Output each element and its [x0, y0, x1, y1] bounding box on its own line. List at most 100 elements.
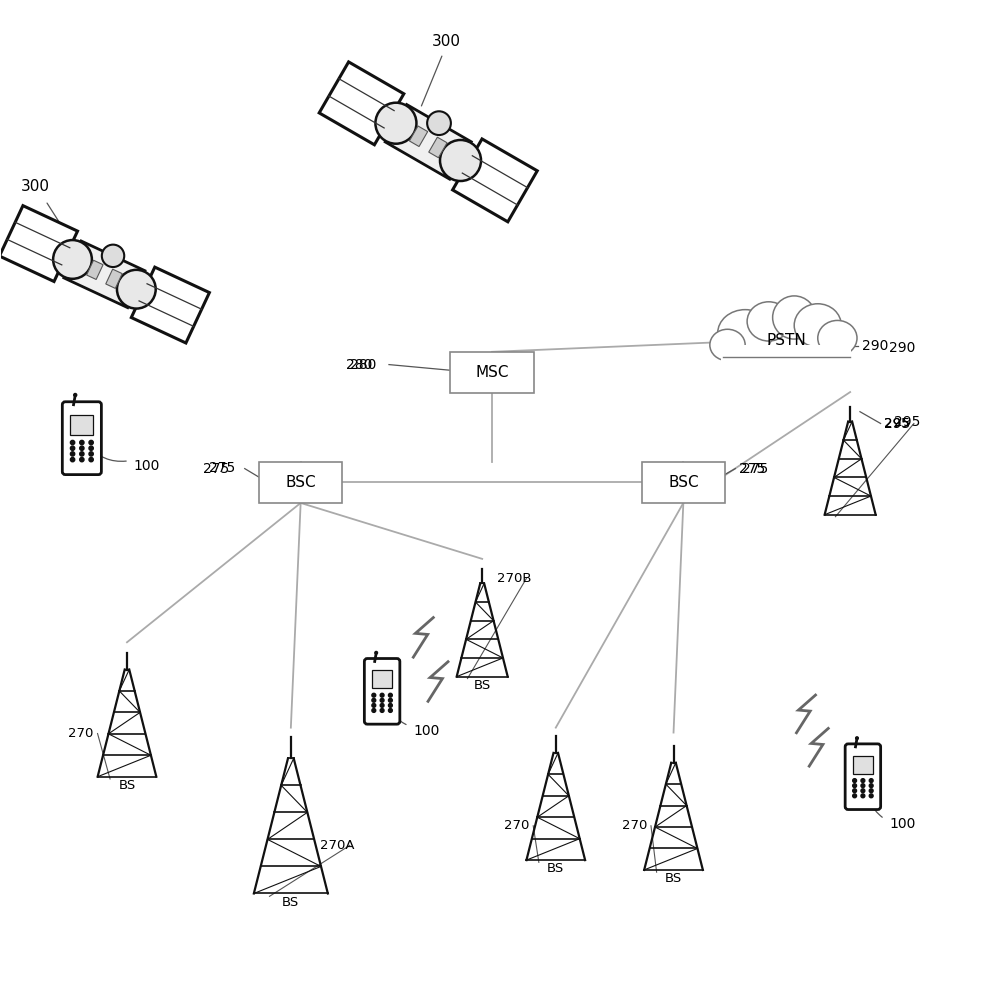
Polygon shape [409, 126, 428, 147]
Circle shape [869, 789, 873, 793]
FancyBboxPatch shape [62, 402, 101, 475]
Circle shape [389, 693, 393, 697]
Text: BSC: BSC [668, 475, 699, 490]
Text: 270: 270 [622, 819, 646, 832]
Text: BS: BS [118, 779, 136, 792]
Text: 280: 280 [350, 358, 376, 372]
Circle shape [376, 103, 416, 144]
Circle shape [80, 440, 84, 445]
Circle shape [117, 270, 155, 309]
Circle shape [869, 779, 873, 783]
Ellipse shape [717, 310, 772, 357]
Circle shape [89, 440, 93, 445]
Circle shape [71, 440, 75, 445]
Polygon shape [453, 139, 537, 222]
Circle shape [372, 703, 376, 707]
Text: 100: 100 [890, 817, 916, 831]
Text: 290: 290 [890, 341, 916, 355]
Circle shape [380, 703, 384, 707]
Text: 275: 275 [209, 461, 235, 475]
Circle shape [427, 111, 451, 135]
Text: MSC: MSC [475, 365, 509, 380]
Text: BS: BS [547, 862, 565, 875]
Circle shape [372, 693, 376, 697]
Circle shape [380, 698, 384, 702]
Polygon shape [131, 267, 210, 343]
Circle shape [89, 446, 93, 450]
Circle shape [80, 452, 84, 456]
Polygon shape [319, 62, 403, 145]
Circle shape [861, 794, 865, 798]
Ellipse shape [709, 329, 745, 361]
Circle shape [389, 703, 393, 707]
Text: 300: 300 [22, 179, 50, 194]
Text: 270: 270 [504, 819, 529, 832]
Text: 275: 275 [203, 462, 229, 476]
Circle shape [440, 140, 481, 181]
Ellipse shape [794, 304, 841, 347]
FancyBboxPatch shape [852, 756, 873, 774]
Circle shape [869, 794, 873, 798]
Text: 275: 275 [742, 462, 769, 476]
Circle shape [80, 446, 84, 450]
Polygon shape [385, 105, 471, 179]
Circle shape [372, 698, 376, 702]
Circle shape [861, 784, 865, 788]
Circle shape [389, 698, 393, 702]
Circle shape [80, 457, 84, 462]
Circle shape [53, 240, 92, 279]
FancyBboxPatch shape [721, 345, 851, 369]
Circle shape [853, 794, 856, 798]
Circle shape [101, 245, 124, 267]
Text: 275: 275 [739, 462, 766, 476]
FancyBboxPatch shape [259, 462, 342, 503]
FancyBboxPatch shape [364, 659, 400, 724]
Circle shape [372, 709, 376, 712]
Circle shape [89, 457, 93, 462]
Polygon shape [429, 137, 447, 158]
Circle shape [89, 452, 93, 456]
Text: 100: 100 [413, 724, 440, 738]
Circle shape [389, 709, 393, 712]
Text: 270: 270 [68, 727, 93, 740]
Polygon shape [64, 241, 145, 308]
Text: 300: 300 [431, 34, 461, 49]
Polygon shape [105, 269, 122, 288]
Text: 295: 295 [894, 415, 921, 429]
FancyBboxPatch shape [70, 415, 93, 435]
Polygon shape [87, 260, 103, 279]
FancyBboxPatch shape [451, 352, 533, 393]
Circle shape [853, 784, 856, 788]
Text: 270B: 270B [497, 572, 531, 585]
Polygon shape [0, 206, 78, 281]
Circle shape [71, 452, 75, 456]
Text: BSC: BSC [285, 475, 316, 490]
FancyBboxPatch shape [642, 462, 725, 503]
Circle shape [853, 789, 856, 793]
Circle shape [71, 446, 75, 450]
Circle shape [853, 779, 856, 783]
Text: 280: 280 [346, 358, 372, 372]
Circle shape [71, 457, 75, 462]
Circle shape [74, 393, 77, 396]
Ellipse shape [747, 302, 790, 341]
Text: 295: 295 [884, 417, 910, 431]
Ellipse shape [818, 320, 857, 356]
Circle shape [861, 779, 865, 783]
FancyBboxPatch shape [845, 744, 881, 810]
Circle shape [856, 737, 858, 739]
Ellipse shape [723, 313, 850, 373]
Text: 290: 290 [862, 339, 889, 353]
Circle shape [380, 709, 384, 712]
Text: 100: 100 [134, 459, 160, 473]
FancyBboxPatch shape [372, 670, 393, 688]
Circle shape [375, 651, 378, 654]
Text: BS: BS [473, 679, 491, 692]
Circle shape [380, 693, 384, 697]
Circle shape [869, 784, 873, 788]
Text: BS: BS [665, 872, 682, 885]
Ellipse shape [772, 296, 816, 339]
Text: BS: BS [282, 896, 299, 909]
Circle shape [861, 789, 865, 793]
Text: 270A: 270A [320, 839, 355, 852]
